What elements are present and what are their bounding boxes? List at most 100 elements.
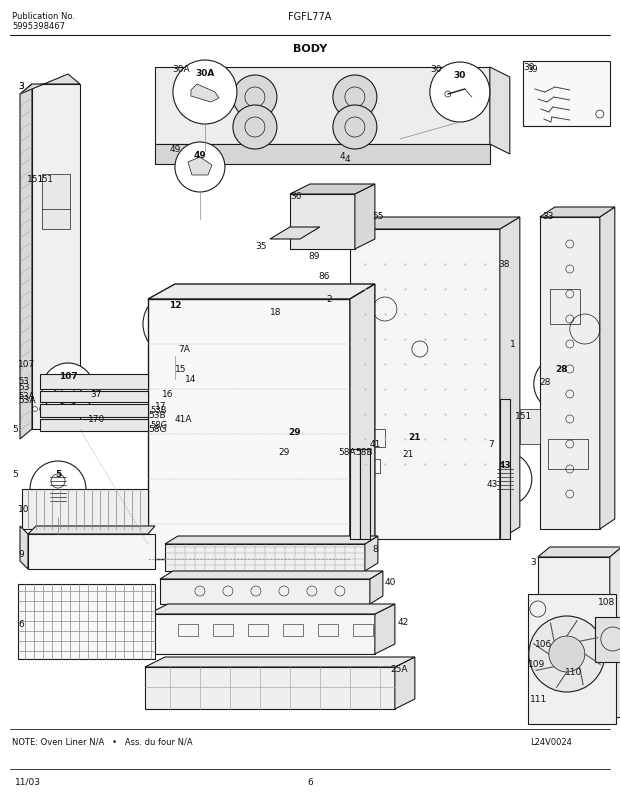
Text: 3: 3 — [530, 557, 536, 566]
Polygon shape — [28, 526, 155, 534]
Polygon shape — [610, 547, 620, 719]
Text: 38: 38 — [498, 260, 510, 269]
Bar — [318, 624, 338, 636]
Circle shape — [233, 106, 277, 150]
Text: 53B: 53B — [150, 406, 166, 415]
Polygon shape — [40, 375, 148, 390]
Bar — [178, 624, 198, 636]
Text: 41A: 41A — [175, 415, 192, 423]
Text: 55: 55 — [372, 212, 383, 221]
Circle shape — [333, 76, 377, 119]
Text: 12: 12 — [169, 301, 181, 310]
Polygon shape — [350, 229, 500, 539]
Text: 53: 53 — [18, 377, 29, 386]
Bar — [248, 624, 268, 636]
Text: 17: 17 — [155, 402, 166, 411]
Circle shape — [430, 63, 490, 123]
Polygon shape — [148, 604, 395, 614]
Polygon shape — [600, 208, 615, 529]
Polygon shape — [160, 317, 190, 333]
Text: 151: 151 — [37, 175, 53, 184]
Polygon shape — [490, 68, 510, 155]
Bar — [283, 624, 303, 636]
Polygon shape — [40, 404, 148, 418]
Text: 110: 110 — [565, 667, 582, 676]
Text: 40: 40 — [385, 577, 396, 586]
Polygon shape — [500, 399, 510, 539]
Text: 35: 35 — [255, 241, 267, 251]
Text: 25A: 25A — [390, 664, 407, 673]
Polygon shape — [355, 184, 375, 249]
Polygon shape — [145, 667, 395, 709]
Circle shape — [390, 424, 440, 475]
Text: 6: 6 — [18, 619, 24, 628]
Polygon shape — [145, 657, 415, 667]
Text: 2: 2 — [326, 294, 332, 304]
Polygon shape — [500, 217, 520, 539]
Text: 5: 5 — [12, 469, 18, 479]
Text: 53A: 53A — [18, 392, 34, 401]
Polygon shape — [191, 85, 219, 103]
Polygon shape — [540, 217, 600, 529]
Bar — [360, 460, 380, 473]
Bar — [353, 624, 373, 636]
Text: 5: 5 — [12, 424, 18, 433]
Text: 89: 89 — [308, 252, 319, 261]
Bar — [528, 594, 616, 724]
Text: 10: 10 — [18, 504, 30, 513]
Text: FGFL77A: FGFL77A — [288, 12, 332, 22]
Text: 3: 3 — [18, 82, 24, 91]
Polygon shape — [540, 208, 615, 217]
Text: 151: 151 — [27, 175, 44, 184]
Text: 37: 37 — [90, 390, 102, 399]
Polygon shape — [18, 585, 155, 659]
Polygon shape — [28, 534, 155, 569]
Polygon shape — [148, 614, 375, 654]
Circle shape — [175, 143, 225, 192]
Text: 16: 16 — [162, 390, 174, 399]
Polygon shape — [165, 537, 378, 545]
Text: 29: 29 — [278, 448, 290, 456]
Text: 151: 151 — [515, 411, 532, 420]
Polygon shape — [290, 184, 375, 195]
Text: 53A: 53A — [18, 395, 35, 404]
Circle shape — [55, 379, 81, 406]
Polygon shape — [160, 571, 383, 579]
Text: 8: 8 — [372, 545, 378, 553]
Text: 6: 6 — [307, 777, 312, 786]
Text: 14: 14 — [185, 375, 197, 383]
Text: 43: 43 — [487, 480, 498, 488]
Polygon shape — [365, 537, 378, 571]
Text: 33: 33 — [542, 212, 553, 221]
Polygon shape — [350, 285, 375, 559]
Text: 30: 30 — [454, 71, 466, 80]
Text: 4: 4 — [345, 155, 350, 164]
Circle shape — [173, 61, 237, 125]
Text: 86: 86 — [318, 272, 329, 281]
Polygon shape — [160, 579, 370, 604]
Polygon shape — [20, 526, 28, 569]
Polygon shape — [538, 557, 610, 719]
Circle shape — [549, 636, 585, 672]
Text: 29: 29 — [288, 427, 301, 436]
Bar — [548, 439, 588, 469]
Circle shape — [333, 106, 377, 150]
Text: 9: 9 — [18, 549, 24, 558]
Text: 7A: 7A — [178, 345, 190, 354]
Circle shape — [62, 387, 74, 399]
Text: 21: 21 — [402, 449, 414, 459]
Polygon shape — [20, 85, 32, 439]
Circle shape — [478, 452, 532, 506]
Text: 106: 106 — [535, 639, 552, 648]
Polygon shape — [155, 145, 490, 164]
Polygon shape — [148, 300, 350, 559]
Text: 7: 7 — [488, 439, 494, 448]
Text: 28: 28 — [540, 378, 551, 387]
Polygon shape — [40, 419, 148, 431]
Circle shape — [30, 461, 86, 517]
Text: 15: 15 — [175, 365, 187, 374]
Text: 30: 30 — [430, 65, 441, 74]
Bar — [595, 618, 620, 662]
Polygon shape — [360, 449, 370, 539]
Text: 39: 39 — [527, 65, 538, 74]
